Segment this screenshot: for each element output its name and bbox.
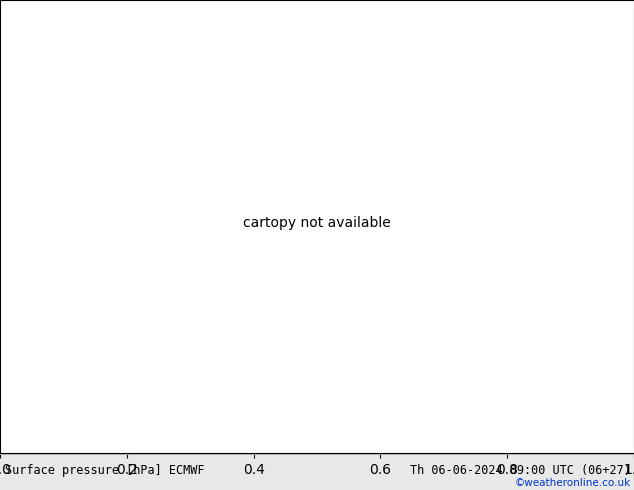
Text: ©weatheronline.co.uk: ©weatheronline.co.uk: [515, 478, 631, 488]
Text: cartopy not available: cartopy not available: [243, 216, 391, 230]
Text: Th 06-06-2024 09:00 UTC (06+27): Th 06-06-2024 09:00 UTC (06+27): [410, 465, 631, 477]
Text: Surface pressure [hPa] ECMWF: Surface pressure [hPa] ECMWF: [5, 465, 205, 477]
